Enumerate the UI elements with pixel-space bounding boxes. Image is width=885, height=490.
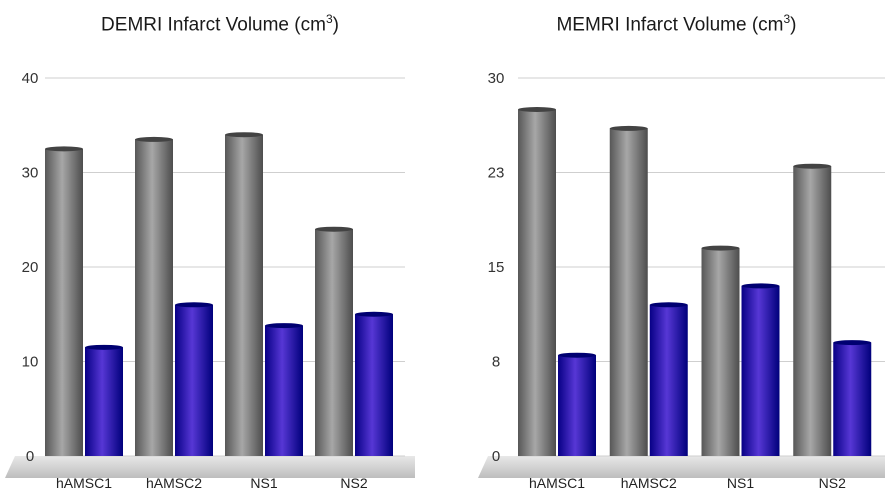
x-tick-label: NS2: [340, 475, 367, 490]
demri-chart-title: DEMRI Infarct Volume (cm3): [101, 12, 339, 36]
bar-cap: [175, 302, 213, 308]
y-tick-label: 0: [26, 448, 34, 465]
bar: [649, 304, 688, 456]
bar: [315, 229, 353, 456]
bar: [225, 134, 263, 456]
bar-cap: [793, 163, 832, 169]
chart-floor: [478, 456, 885, 478]
bar: [833, 342, 872, 456]
bar-cap: [85, 344, 123, 350]
x-tick-label: hAMSC2: [621, 475, 677, 490]
y-tick-label: 8: [492, 354, 500, 371]
demri-chart-svg: 0 10 20 30 40 hAMSC1 hAMSC2 NS1 NS2: [5, 70, 415, 490]
bar-cap: [558, 352, 596, 358]
y-tick-label: 15: [488, 259, 505, 276]
bar: [609, 128, 648, 456]
bar: [135, 139, 173, 457]
bar: [701, 248, 740, 456]
y-tick-label: 23: [488, 165, 505, 182]
y-tick-label: 30: [22, 165, 39, 182]
x-tick-label: NS1: [250, 475, 277, 490]
x-tick-label: hAMSC1: [529, 475, 585, 490]
bar-cap: [225, 132, 263, 138]
bar: [175, 304, 213, 456]
bar-cap: [45, 146, 83, 152]
bar: [355, 314, 393, 456]
bar-cap: [315, 226, 353, 232]
bar: [45, 148, 83, 456]
bar-cap: [135, 136, 173, 142]
bar-cap: [355, 311, 393, 317]
bar-cap: [649, 302, 688, 308]
bar-cap: [833, 340, 872, 346]
x-tick-label: NS2: [819, 475, 846, 490]
bar: [793, 166, 832, 456]
bar: [85, 347, 123, 456]
demri-chart-panel: DEMRI Infarct Volume (cm3) 0 10 20 30 40 hAMS…: [0, 0, 440, 490]
memri-chart-title: MEMRI Infarct Volume (cm3): [556, 12, 797, 36]
bar: [265, 325, 303, 456]
x-tick-label: hAMSC1: [56, 475, 112, 490]
x-tick-label: hAMSC2: [146, 475, 202, 490]
x-tick-label: NS1: [727, 475, 754, 490]
bar-cap: [741, 283, 780, 289]
bar: [558, 355, 596, 456]
chart-floor: [5, 456, 415, 478]
y-tick-label: 40: [22, 70, 39, 87]
y-tick-label: 30: [488, 70, 505, 87]
chart-divider: [446, 0, 466, 490]
bar-cap: [518, 107, 556, 112]
bar-cap: [265, 323, 303, 329]
bar: [518, 109, 556, 456]
memri-chart-svg: 0 8 15 23 30 hAMSC1 hAMSC2 NS1 NS2: [478, 70, 885, 490]
memri-chart-panel: MEMRI Infarct Volume (cm3) 0 8 15 23 30 hAMSC…: [468, 0, 885, 490]
bar-cap: [609, 125, 648, 131]
y-tick-label: 10: [22, 354, 39, 371]
y-tick-label: 20: [22, 259, 39, 276]
bar: [741, 285, 780, 456]
bar-cap: [701, 245, 740, 251]
y-tick-label: 0: [492, 448, 500, 465]
